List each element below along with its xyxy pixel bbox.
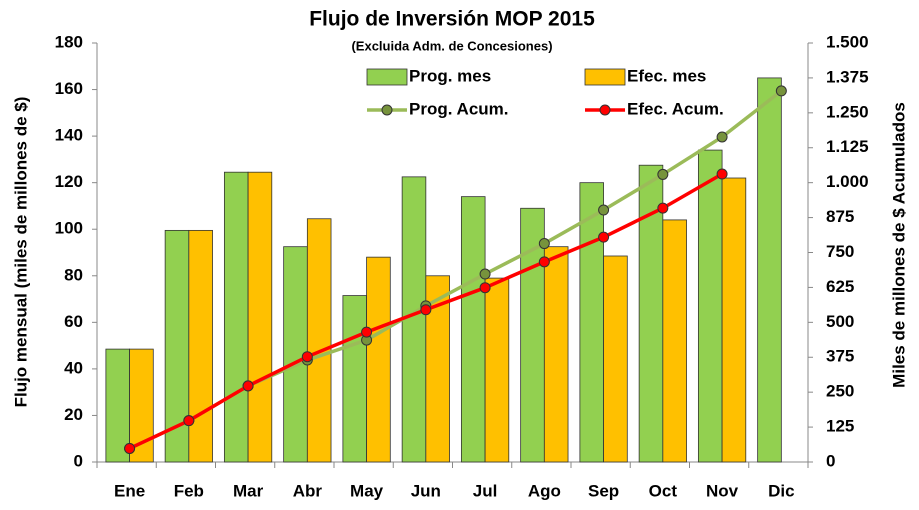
y-tick-label: 140 xyxy=(55,126,83,145)
y2-tick-label: 250 xyxy=(826,382,854,401)
y-tick-label: 80 xyxy=(64,265,83,284)
line-marker xyxy=(538,238,550,250)
line-marker xyxy=(301,351,313,363)
x-tick-label: Ene xyxy=(114,481,145,500)
legend-label: Prog. mes xyxy=(409,66,491,85)
y2-axis-label: Miles de millones de $ Acumulados xyxy=(889,102,908,388)
legend-label: Efec. Acum. xyxy=(627,99,724,118)
y-tick-label: 120 xyxy=(55,172,83,191)
y2-tick-label: 1.000 xyxy=(826,172,869,191)
legend-swatch xyxy=(366,68,408,86)
chart-title: Flujo de Inversión MOP 2015 xyxy=(309,8,595,31)
y-tick-label: 160 xyxy=(55,79,83,98)
x-tick-label: May xyxy=(350,481,384,500)
y2-tick-label: 875 xyxy=(826,207,854,226)
bar xyxy=(366,256,391,463)
line-marker xyxy=(657,168,669,180)
line-marker xyxy=(598,231,610,243)
bar xyxy=(697,149,723,463)
bar xyxy=(223,171,249,463)
line-marker xyxy=(538,256,550,268)
y2-tick-label: 625 xyxy=(826,277,854,296)
bar xyxy=(543,246,569,463)
y2-tick-label: 0 xyxy=(826,451,835,470)
y2-tick-label: 375 xyxy=(826,347,854,366)
line-marker xyxy=(479,282,491,294)
y2-tick-label: 1.375 xyxy=(826,67,869,86)
bar xyxy=(306,218,332,463)
legend-marker xyxy=(599,104,611,116)
x-tick-label: Abr xyxy=(293,481,323,500)
line-marker xyxy=(420,304,432,316)
x-tick-label: Ago xyxy=(528,481,561,500)
bar xyxy=(484,277,510,463)
chart-subtitle: (Excluida Adm. de Concesiones) xyxy=(351,38,552,53)
line-marker xyxy=(657,202,669,214)
bar xyxy=(342,295,367,463)
y-tick-label: 0 xyxy=(74,451,83,470)
x-tick-label: Mar xyxy=(233,481,264,500)
y2-tick-label: 125 xyxy=(826,417,854,436)
y-tick-label: 180 xyxy=(55,32,83,51)
bar xyxy=(721,177,747,463)
bar xyxy=(129,348,154,463)
legend-label: Efec. mes xyxy=(627,66,706,85)
bar xyxy=(662,219,687,463)
y2-tick-label: 1.250 xyxy=(826,102,869,121)
line-marker xyxy=(124,442,136,454)
x-tick-label: Dic xyxy=(768,481,794,500)
line-marker xyxy=(598,204,610,216)
line-marker xyxy=(716,168,728,180)
y-tick-label: 100 xyxy=(55,219,83,238)
legend-label: Prog. Acum. xyxy=(409,99,509,118)
y-axis-label: Flujo mensual (miles de millones de $) xyxy=(11,97,30,408)
line-marker xyxy=(716,131,728,143)
line-marker xyxy=(183,415,195,427)
y-tick-label: 60 xyxy=(64,312,83,331)
bar xyxy=(425,275,450,463)
y2-tick-label: 500 xyxy=(826,312,854,331)
y2-tick-label: 750 xyxy=(826,242,854,261)
x-tick-label: Oct xyxy=(649,481,678,500)
line-marker xyxy=(361,326,373,338)
y2-tick-label: 1.125 xyxy=(826,137,869,156)
bar xyxy=(188,229,213,463)
bar xyxy=(247,171,273,463)
x-tick-label: Jun xyxy=(411,481,441,500)
x-tick-label: Jul xyxy=(473,481,498,500)
legend-marker xyxy=(381,104,393,116)
line-marker xyxy=(242,380,254,392)
line-marker xyxy=(775,85,787,97)
y-tick-label: 40 xyxy=(64,358,83,377)
legend-swatch xyxy=(584,68,626,86)
bar xyxy=(460,196,486,463)
y2-tick-label: 1.500 xyxy=(826,32,869,51)
bar xyxy=(757,77,782,463)
x-tick-label: Nov xyxy=(706,481,739,500)
line-marker xyxy=(479,268,491,280)
x-tick-label: Feb xyxy=(174,481,204,500)
bar xyxy=(579,182,604,463)
bar xyxy=(603,255,628,463)
y-tick-label: 20 xyxy=(64,405,83,424)
x-tick-label: Sep xyxy=(588,481,619,500)
